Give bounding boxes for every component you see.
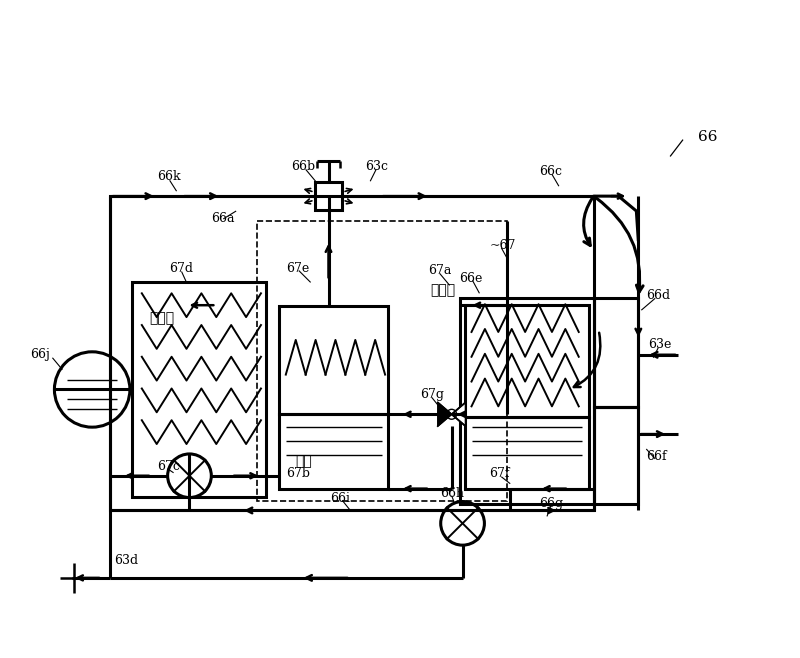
Text: 67b: 67b [286,467,310,480]
Bar [465,305,589,417]
Text: 冷水: 冷水 [296,454,313,468]
Text: 66: 66 [698,130,718,143]
Polygon shape [438,403,452,426]
Text: 63e: 63e [648,338,672,351]
Text: 63d: 63d [114,553,138,567]
Bar [257,221,507,501]
Text: ~67: ~67 [490,240,516,252]
Bar [110,196,594,511]
Text: 66e: 66e [459,272,483,285]
Text: 67f: 67f [490,467,510,480]
Text: 66h: 66h [440,487,464,500]
Text: 67e: 67e [286,262,309,275]
Text: 66i: 66i [330,492,350,505]
Text: 66d: 66d [646,289,670,302]
Text: 67a: 67a [428,264,451,277]
Text: 66g: 66g [539,497,563,510]
Bar [279,415,388,489]
Bar [459,298,594,503]
Text: 66k: 66k [157,170,180,183]
Text: 66b: 66b [290,160,315,173]
Bar [314,182,342,210]
Text: 66c: 66c [539,165,562,178]
Bar [594,298,638,407]
Text: 冷冻室: 冷冻室 [150,311,175,325]
Text: 66a: 66a [211,213,235,226]
Text: 67c: 67c [157,461,179,473]
Text: 67d: 67d [170,262,194,275]
Text: 冷却水: 冷却水 [430,284,455,297]
Bar [132,282,266,497]
Polygon shape [452,403,466,426]
Text: 67g: 67g [420,388,444,401]
Bar [594,407,638,503]
Bar [465,417,589,489]
Text: 63c: 63c [366,160,388,173]
Bar [279,306,388,415]
Text: 66j: 66j [30,348,50,361]
Text: 66f: 66f [646,451,667,463]
